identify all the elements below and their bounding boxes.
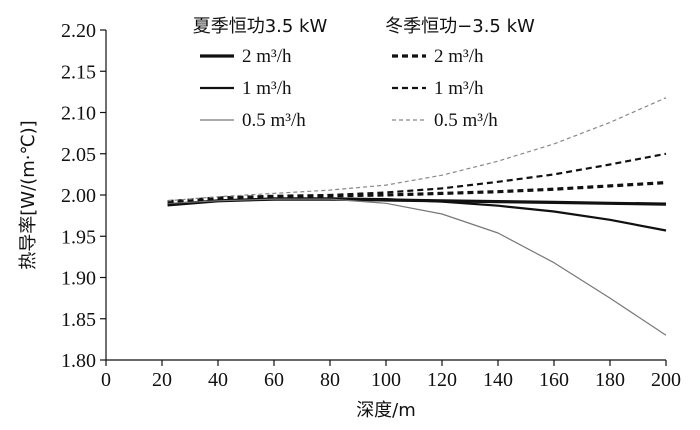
series-line (167, 97, 667, 202)
y-tick-label: 2.15 (61, 61, 96, 83)
x-tick-label: 160 (539, 369, 569, 391)
x-tick-label: 80 (320, 369, 340, 391)
x-axis-title: 深度/m (356, 400, 416, 421)
legend-entry: 1 m³/h (242, 78, 292, 99)
x-tick-label: 60 (264, 369, 284, 391)
legend-group-title: 夏季恒功3.5 kW (193, 16, 328, 37)
legend-entry: 0.5 m³/h (434, 110, 498, 131)
y-tick-label: 2.00 (61, 185, 96, 207)
y-tick-label: 2.10 (61, 103, 96, 125)
series-layer (167, 97, 667, 336)
legend-group-title: 冬季恒功−3.5 kW (385, 16, 535, 37)
series-line (167, 152, 667, 203)
series-line (167, 198, 667, 336)
axes: 0 20 40 60 80 100 120 140 160 180 200 1.80 1.85 1.90 1… (61, 20, 681, 391)
y-tick-label: 1.85 (61, 309, 96, 331)
x-tick-label: 40 (208, 369, 228, 391)
legend-entry: 1 m³/h (434, 78, 484, 99)
series-line (167, 181, 667, 204)
legend-entry: 2 m³/h (434, 46, 484, 67)
y-tick-label: 1.95 (61, 226, 96, 248)
x-tick-label: 140 (483, 369, 513, 391)
x-tick-label: 200 (651, 369, 681, 391)
x-tick-label: 180 (595, 369, 625, 391)
y-tick-label: 2.20 (61, 20, 96, 42)
legend: 夏季恒功3.5 kW 冬季恒功−3.5 kW 2 m³/h 1 m³/h 0.5 m³/… (193, 16, 535, 131)
x-tick-label: 100 (371, 369, 401, 391)
x-tick-label: 0 (101, 369, 111, 391)
x-tick-label: 20 (152, 369, 172, 391)
legend-entry: 2 m³/h (242, 46, 292, 67)
y-axis-title: 热导率[W/(m·℃)] (18, 120, 39, 269)
y-tick-label: 2.05 (61, 144, 96, 166)
y-tick-label: 1.80 (61, 350, 96, 372)
y-tick-label: 1.90 (61, 268, 96, 290)
legend-entry: 0.5 m³/h (242, 110, 306, 131)
x-tick-label: 120 (427, 369, 457, 391)
